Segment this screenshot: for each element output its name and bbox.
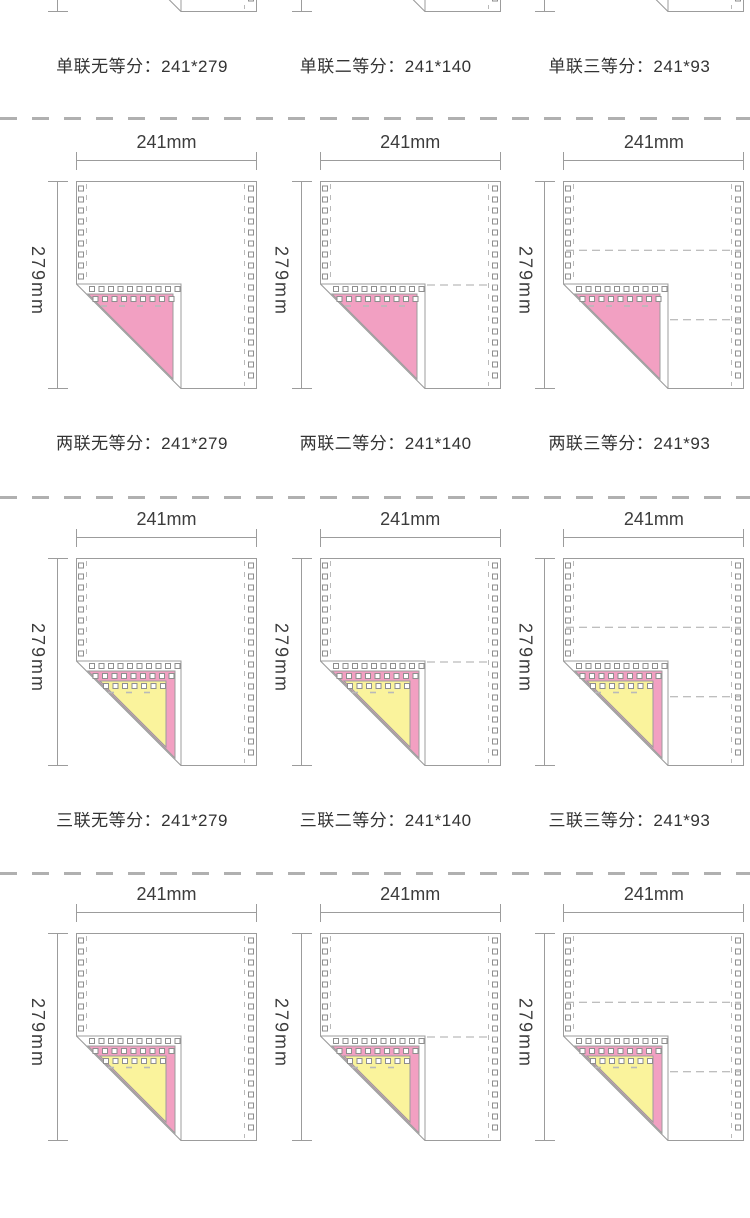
width-dimension-line	[319, 152, 501, 170]
width-dimension-label: 241mm	[136, 509, 197, 529]
width-dimension-line	[563, 529, 745, 547]
height-dimension-line	[535, 933, 556, 1141]
width-dimension-line	[563, 904, 745, 922]
height-dimension-line	[291, 0, 312, 12]
spec-cell-row2-col2: 241mm 279mm 两联二等分：241*140	[264, 121, 508, 466]
width-dimension-label: 241mm	[380, 509, 441, 529]
width-dimension-line	[319, 904, 501, 922]
height-dimension-label: 279mm	[515, 998, 536, 1069]
height-dimension-label: 279mm	[28, 623, 48, 694]
height-dimension-line	[48, 933, 68, 1141]
height-dimension-line	[48, 0, 68, 12]
paper-diagram	[75, 558, 257, 767]
height-dimension-line	[535, 558, 556, 766]
spec-caption: 三联二等分：241*140	[299, 811, 472, 830]
height-dimension-line	[291, 558, 312, 766]
section-separator-1	[0, 117, 750, 120]
width-dimension-label: 241mm	[623, 509, 684, 529]
paper-diagram	[75, 181, 257, 390]
spec-caption: 两联二等分：241*140	[299, 434, 472, 453]
width-dimension-line	[76, 152, 257, 170]
height-dimension-label: 279mm	[515, 623, 536, 694]
spec-caption: 两联三等分：241*93	[548, 434, 711, 453]
spec-caption: 三联三等分：241*93	[548, 811, 711, 830]
spec-cell-row4-col3: 241mm 279mm	[507, 873, 750, 1218]
paper-diagram	[562, 558, 745, 767]
spec-cell-row1-col3: 241mm279mm单联三等分：241*93	[507, 0, 750, 89]
spec-caption: 两联无等分：241*279	[56, 434, 228, 453]
height-dimension-label: 279mm	[271, 623, 292, 694]
height-dimension-label: 279mm	[515, 246, 536, 317]
height-dimension-label: 279mm	[271, 246, 292, 317]
paper-diagram	[563, 0, 745, 13]
height-dimension-line	[48, 558, 68, 766]
spec-cell-row2-col1: 241mm 279mm 两联无等分：241*279	[20, 121, 264, 466]
height-dimension-line	[535, 0, 556, 12]
width-dimension-label: 241mm	[136, 884, 197, 904]
width-dimension-label: 241mm	[136, 132, 197, 152]
spec-cell-row1-col2: 241mm279mm单联二等分：241*140	[264, 0, 508, 89]
spec-cell-row2-col3: 241mm 279mm 两联三等分：241*93	[507, 121, 750, 466]
spec-cell-row3-col1: 241mm 279mm 三联无等分：241*279	[20, 498, 264, 843]
paper-diagram	[320, 0, 501, 13]
paper-diagram	[76, 0, 257, 13]
width-dimension-line	[319, 529, 501, 547]
width-dimension-label: 241mm	[380, 884, 441, 904]
paper-diagram	[562, 181, 745, 390]
width-dimension-label: 241mm	[623, 132, 684, 152]
height-dimension-line	[48, 181, 68, 389]
paper-diagram	[562, 933, 745, 1142]
section-separator-3	[0, 872, 750, 875]
height-dimension-line	[291, 181, 312, 389]
height-dimension-line	[535, 181, 556, 389]
spec-cell-row4-col1: 241mm 279mm	[20, 873, 264, 1218]
section-separator-2	[0, 496, 750, 499]
spec-cell-row4-col2: 241mm 279mm	[264, 873, 508, 1218]
paper-diagram	[318, 181, 501, 390]
width-dimension-line	[76, 529, 257, 547]
height-dimension-label: 279mm	[28, 998, 48, 1069]
paper-diagram	[75, 933, 257, 1142]
width-dimension-label: 241mm	[623, 884, 684, 904]
spec-caption: 单联无等分：241*279	[56, 57, 228, 76]
spec-caption: 单联三等分：241*93	[548, 57, 711, 76]
paper-diagram	[318, 558, 501, 767]
paper-diagram	[318, 933, 501, 1142]
spec-caption: 单联二等分：241*140	[299, 57, 472, 76]
spec-cell-row3-col2: 241mm 279mm 三联二等分：241*140	[264, 498, 508, 843]
height-dimension-label: 279mm	[271, 998, 292, 1069]
height-dimension-label: 279mm	[28, 246, 48, 317]
width-dimension-line	[563, 152, 745, 170]
height-dimension-line	[291, 933, 312, 1141]
spec-cell-row3-col3: 241mm 279mm 三联三等分：241*93	[507, 498, 750, 843]
spec-cell-row1-col1: 241mm279mm单联无等分：241*279	[20, 0, 264, 89]
carbonless-paper-spec-diagram: 241mm279mm单联无等分：241*279241mm279mm单联二等分：2…	[0, 0, 750, 1142]
width-dimension-label: 241mm	[380, 132, 441, 152]
width-dimension-line	[76, 904, 257, 922]
spec-caption: 三联无等分：241*279	[56, 811, 228, 830]
